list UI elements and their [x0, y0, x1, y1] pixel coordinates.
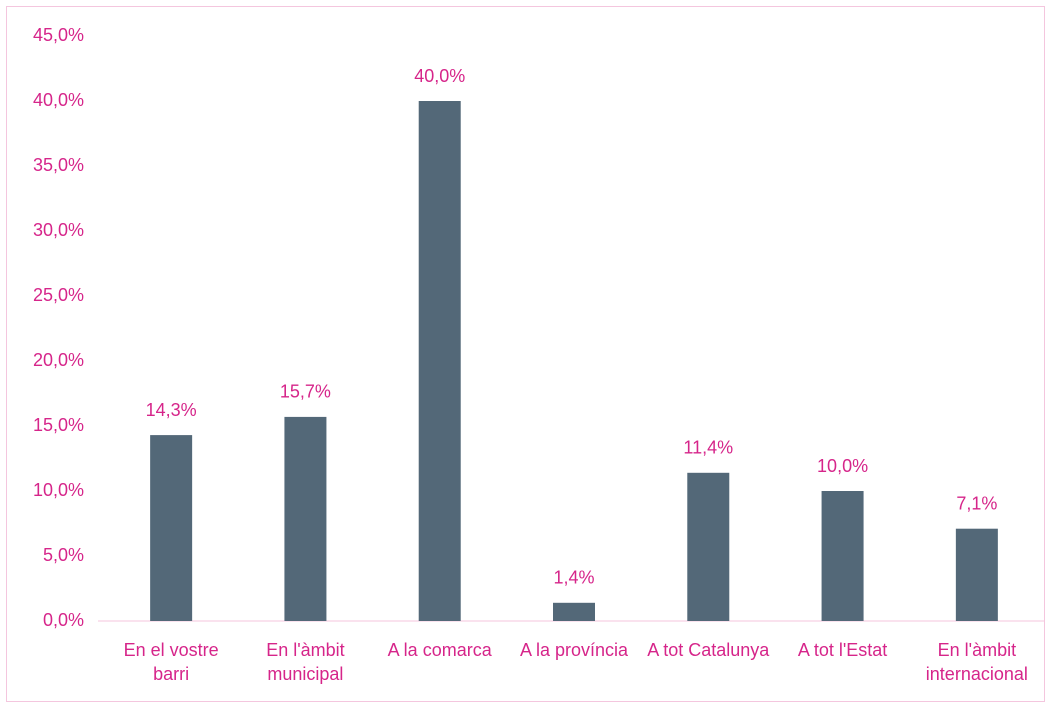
bar	[955, 528, 998, 621]
y-tick-label: 40,0%	[33, 90, 84, 110]
bar	[553, 602, 595, 621]
x-tick-label: En l'àmbit municipal	[266, 640, 345, 684]
y-tick-label: 25,0%	[33, 285, 84, 305]
y-tick-label: 5,0%	[43, 545, 84, 565]
bar	[687, 472, 730, 621]
data-label: 1,4%	[553, 568, 594, 588]
chart-border	[6, 6, 1045, 702]
x-tick-label: A la província	[519, 640, 629, 660]
bar	[284, 416, 327, 621]
data-label: 15,7%	[280, 382, 331, 402]
y-tick-label: 35,0%	[33, 155, 84, 175]
data-label: 10,0%	[817, 456, 868, 476]
data-label: 40,0%	[414, 66, 465, 86]
bar	[418, 101, 461, 621]
x-tick-label: A la comarca	[387, 640, 492, 660]
x-tick-label: A tot l'Estat	[797, 640, 888, 660]
data-label: 14,3%	[146, 400, 197, 420]
x-tick-label: En l'àmbit internacional	[925, 640, 1028, 684]
y-tick-label: 45,0%	[33, 25, 84, 45]
data-label: 11,4%	[683, 438, 733, 458]
y-tick-label: 15,0%	[33, 415, 84, 435]
data-label: 7,1%	[956, 493, 997, 513]
y-tick-label: 20,0%	[33, 350, 84, 370]
y-tick-label: 30,0%	[33, 220, 84, 240]
y-tick-label: 10,0%	[33, 480, 84, 500]
bar	[150, 435, 193, 621]
x-tick-label: En el vostre barri	[123, 640, 219, 684]
bar	[821, 491, 864, 621]
y-tick-label: 0,0%	[43, 610, 84, 630]
x-tick-label: A tot Catalunya	[647, 640, 770, 660]
